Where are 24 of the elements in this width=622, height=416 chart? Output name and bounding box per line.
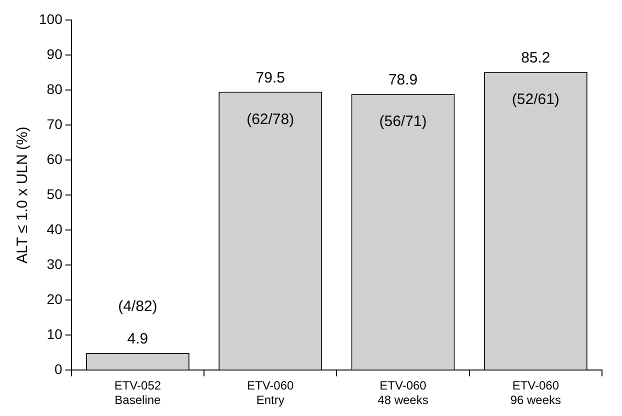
data-label: 85.2: [521, 49, 550, 66]
data-label: 79.5: [256, 69, 285, 86]
y-tick-label: 60: [46, 150, 63, 167]
y-tick-label: 100: [39, 10, 63, 27]
data-label: 78.9: [388, 72, 418, 89]
y-tick-label: 30: [46, 256, 63, 272]
y-tick-label: 90: [46, 46, 63, 62]
y-tick-label: 70: [46, 116, 63, 132]
y-axis-title: ALT ≤ 1.0 x ULN (%): [14, 126, 32, 264]
annotation: (4/82): [118, 298, 158, 316]
y-tick-label: 0: [54, 361, 63, 378]
y-tick-label: 40: [46, 220, 63, 237]
x-tick-label: ETV-060 96 weeks: [510, 378, 562, 408]
annotation: (52/61): [512, 90, 560, 108]
annotation: (62/78): [246, 110, 294, 128]
data-label: 4.9: [127, 330, 148, 348]
y-tick-label: 80: [46, 80, 63, 97]
annotation: (56/71): [379, 113, 427, 130]
y-tick-label: 10: [46, 326, 63, 342]
x-tick-label: ETV-052 Baseline: [114, 378, 162, 408]
y-tick-label: 50: [46, 186, 63, 202]
y-tick-label: 20: [46, 291, 63, 308]
x-tick-label: ETV-060 48 weeks: [378, 378, 428, 408]
x-tick-label: ETV-060 Entry: [246, 378, 294, 408]
